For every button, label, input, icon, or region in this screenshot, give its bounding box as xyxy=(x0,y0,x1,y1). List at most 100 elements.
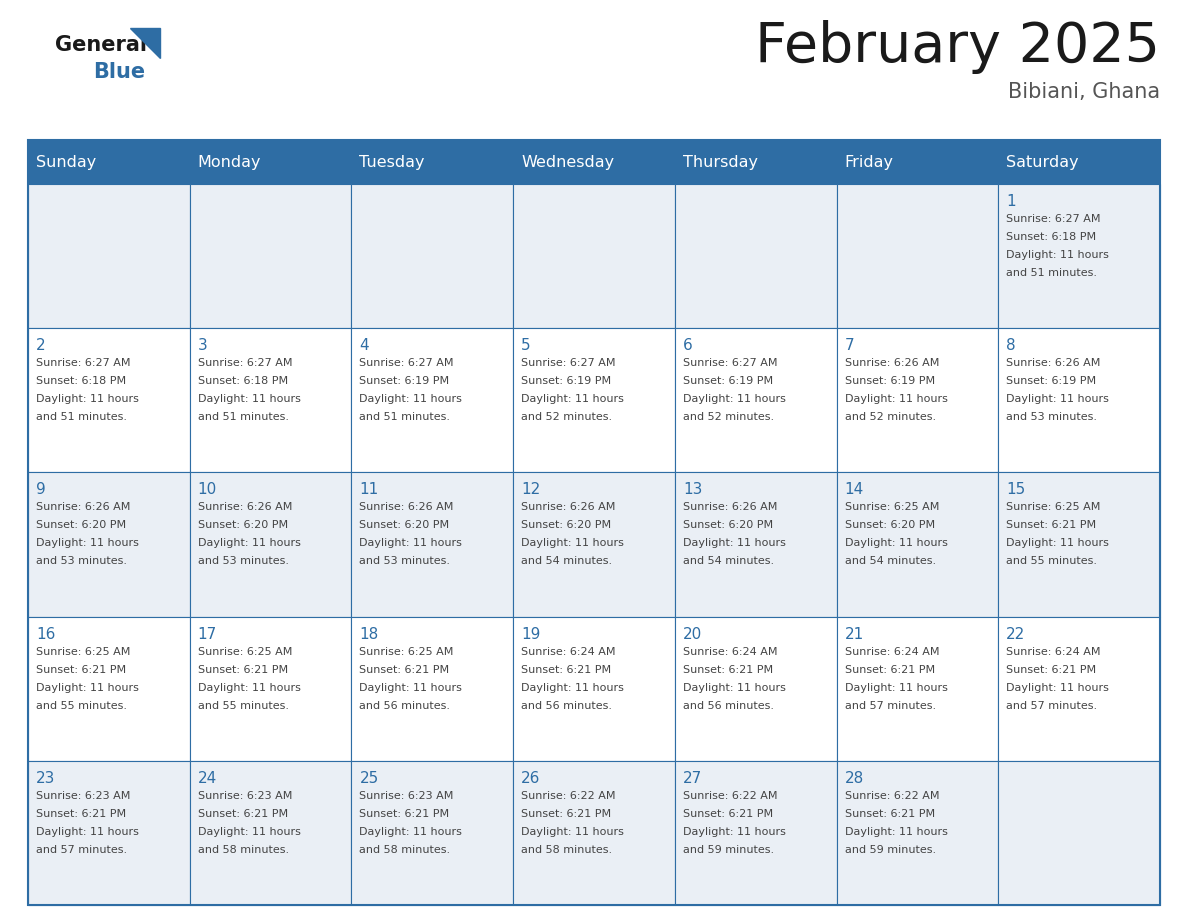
FancyBboxPatch shape xyxy=(352,329,513,473)
FancyBboxPatch shape xyxy=(352,473,513,617)
FancyBboxPatch shape xyxy=(998,140,1159,184)
FancyBboxPatch shape xyxy=(190,140,352,184)
Text: Bibiani, Ghana: Bibiani, Ghana xyxy=(1007,82,1159,102)
Text: 2: 2 xyxy=(36,338,45,353)
Text: 12: 12 xyxy=(522,482,541,498)
Text: Sunset: 6:21 PM: Sunset: 6:21 PM xyxy=(197,665,287,675)
Text: and 53 minutes.: and 53 minutes. xyxy=(36,556,127,566)
Text: Daylight: 11 hours: Daylight: 11 hours xyxy=(1006,394,1110,404)
Text: February 2025: February 2025 xyxy=(756,20,1159,74)
Text: Sunset: 6:21 PM: Sunset: 6:21 PM xyxy=(360,665,449,675)
FancyBboxPatch shape xyxy=(352,140,513,184)
FancyBboxPatch shape xyxy=(675,184,836,329)
Text: 15: 15 xyxy=(1006,482,1025,498)
Text: 7: 7 xyxy=(845,338,854,353)
Text: and 52 minutes.: and 52 minutes. xyxy=(683,412,775,422)
Text: and 58 minutes.: and 58 minutes. xyxy=(197,845,289,855)
Text: and 57 minutes.: and 57 minutes. xyxy=(1006,700,1098,711)
Text: Daylight: 11 hours: Daylight: 11 hours xyxy=(1006,538,1110,548)
FancyBboxPatch shape xyxy=(675,761,836,905)
FancyBboxPatch shape xyxy=(29,473,190,617)
FancyBboxPatch shape xyxy=(998,617,1159,761)
Text: Daylight: 11 hours: Daylight: 11 hours xyxy=(360,394,462,404)
FancyBboxPatch shape xyxy=(513,184,675,329)
Text: Daylight: 11 hours: Daylight: 11 hours xyxy=(845,683,948,692)
Text: Sunset: 6:18 PM: Sunset: 6:18 PM xyxy=(36,376,126,386)
FancyBboxPatch shape xyxy=(513,329,675,473)
Text: Daylight: 11 hours: Daylight: 11 hours xyxy=(36,683,139,692)
FancyBboxPatch shape xyxy=(513,473,675,617)
Text: Daylight: 11 hours: Daylight: 11 hours xyxy=(36,827,139,837)
Text: Sunset: 6:21 PM: Sunset: 6:21 PM xyxy=(845,809,935,819)
Text: and 58 minutes.: and 58 minutes. xyxy=(522,845,612,855)
Text: and 55 minutes.: and 55 minutes. xyxy=(197,700,289,711)
Text: and 53 minutes.: and 53 minutes. xyxy=(197,556,289,566)
Text: Daylight: 11 hours: Daylight: 11 hours xyxy=(1006,250,1110,260)
Text: Sunrise: 6:26 AM: Sunrise: 6:26 AM xyxy=(197,502,292,512)
Text: Daylight: 11 hours: Daylight: 11 hours xyxy=(845,827,948,837)
Text: 18: 18 xyxy=(360,627,379,642)
Text: Sunrise: 6:23 AM: Sunrise: 6:23 AM xyxy=(36,790,131,800)
Text: and 52 minutes.: and 52 minutes. xyxy=(845,412,936,422)
Text: Sunday: Sunday xyxy=(36,154,96,170)
Text: Sunset: 6:20 PM: Sunset: 6:20 PM xyxy=(683,521,773,531)
Text: Sunrise: 6:27 AM: Sunrise: 6:27 AM xyxy=(683,358,777,368)
Text: Sunset: 6:21 PM: Sunset: 6:21 PM xyxy=(683,665,773,675)
Text: and 56 minutes.: and 56 minutes. xyxy=(360,700,450,711)
FancyBboxPatch shape xyxy=(675,329,836,473)
Text: and 56 minutes.: and 56 minutes. xyxy=(522,700,612,711)
FancyBboxPatch shape xyxy=(29,617,190,761)
Text: Daylight: 11 hours: Daylight: 11 hours xyxy=(522,538,624,548)
Text: 1: 1 xyxy=(1006,194,1016,209)
Text: Sunset: 6:21 PM: Sunset: 6:21 PM xyxy=(36,665,126,675)
Text: Daylight: 11 hours: Daylight: 11 hours xyxy=(360,827,462,837)
Text: Sunset: 6:20 PM: Sunset: 6:20 PM xyxy=(845,521,935,531)
FancyBboxPatch shape xyxy=(998,473,1159,617)
Text: Sunrise: 6:22 AM: Sunrise: 6:22 AM xyxy=(845,790,939,800)
Text: Sunset: 6:21 PM: Sunset: 6:21 PM xyxy=(845,665,935,675)
Text: Daylight: 11 hours: Daylight: 11 hours xyxy=(522,394,624,404)
Text: 14: 14 xyxy=(845,482,864,498)
Text: Sunrise: 6:26 AM: Sunrise: 6:26 AM xyxy=(1006,358,1100,368)
Text: Tuesday: Tuesday xyxy=(360,154,425,170)
Text: and 57 minutes.: and 57 minutes. xyxy=(845,700,936,711)
Text: Wednesday: Wednesday xyxy=(522,154,614,170)
Text: Daylight: 11 hours: Daylight: 11 hours xyxy=(197,827,301,837)
FancyBboxPatch shape xyxy=(836,184,998,329)
Text: Sunrise: 6:25 AM: Sunrise: 6:25 AM xyxy=(1006,502,1100,512)
Text: Sunrise: 6:27 AM: Sunrise: 6:27 AM xyxy=(522,358,615,368)
Text: Sunrise: 6:26 AM: Sunrise: 6:26 AM xyxy=(683,502,777,512)
Text: Sunrise: 6:24 AM: Sunrise: 6:24 AM xyxy=(1006,646,1101,656)
Text: Sunrise: 6:22 AM: Sunrise: 6:22 AM xyxy=(522,790,615,800)
Text: and 56 minutes.: and 56 minutes. xyxy=(683,700,773,711)
Text: Sunset: 6:21 PM: Sunset: 6:21 PM xyxy=(36,809,126,819)
Text: Daylight: 11 hours: Daylight: 11 hours xyxy=(197,538,301,548)
Text: and 58 minutes.: and 58 minutes. xyxy=(360,845,450,855)
Text: 5: 5 xyxy=(522,338,531,353)
FancyBboxPatch shape xyxy=(190,761,352,905)
FancyBboxPatch shape xyxy=(513,761,675,905)
FancyBboxPatch shape xyxy=(29,184,190,329)
Text: Sunset: 6:19 PM: Sunset: 6:19 PM xyxy=(683,376,773,386)
FancyBboxPatch shape xyxy=(29,140,190,184)
FancyBboxPatch shape xyxy=(998,761,1159,905)
Text: Sunrise: 6:23 AM: Sunrise: 6:23 AM xyxy=(197,790,292,800)
Text: Daylight: 11 hours: Daylight: 11 hours xyxy=(683,394,785,404)
Text: Friday: Friday xyxy=(845,154,893,170)
Text: and 55 minutes.: and 55 minutes. xyxy=(36,700,127,711)
Text: Daylight: 11 hours: Daylight: 11 hours xyxy=(360,538,462,548)
Text: and 54 minutes.: and 54 minutes. xyxy=(522,556,612,566)
Text: Sunset: 6:21 PM: Sunset: 6:21 PM xyxy=(522,809,612,819)
Text: Sunset: 6:19 PM: Sunset: 6:19 PM xyxy=(1006,376,1097,386)
Text: Sunset: 6:18 PM: Sunset: 6:18 PM xyxy=(1006,232,1097,242)
Text: and 51 minutes.: and 51 minutes. xyxy=(197,412,289,422)
Text: Sunset: 6:21 PM: Sunset: 6:21 PM xyxy=(1006,665,1097,675)
FancyBboxPatch shape xyxy=(675,473,836,617)
Text: Daylight: 11 hours: Daylight: 11 hours xyxy=(197,394,301,404)
Text: Daylight: 11 hours: Daylight: 11 hours xyxy=(683,538,785,548)
Text: Sunrise: 6:27 AM: Sunrise: 6:27 AM xyxy=(197,358,292,368)
Text: 28: 28 xyxy=(845,771,864,786)
FancyBboxPatch shape xyxy=(190,617,352,761)
Text: 3: 3 xyxy=(197,338,208,353)
Text: Sunrise: 6:27 AM: Sunrise: 6:27 AM xyxy=(360,358,454,368)
